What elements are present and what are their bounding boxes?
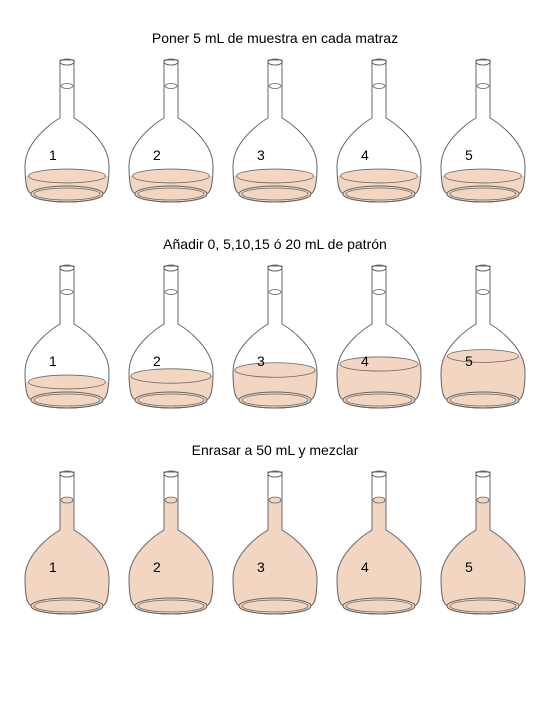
flask-label: 3 [257, 147, 265, 163]
flask-label: 4 [361, 147, 369, 163]
row-caption: Añadir 0, 5,10,15 ó 20 mL de patrón [20, 236, 530, 252]
flask: 3 [228, 264, 322, 414]
flask-row: 1 2 3 4 5 [20, 58, 530, 208]
flask: 2 [124, 264, 218, 414]
flask: 2 [124, 470, 218, 620]
flask-label: 5 [465, 147, 473, 163]
flask-label: 3 [257, 353, 265, 369]
flask: 4 [332, 58, 426, 208]
flask: 1 [20, 264, 114, 414]
flask-row: 1 2 3 4 5 [20, 470, 530, 620]
flask: 5 [436, 58, 530, 208]
row-caption: Enrasar a 50 mL y mezclar [20, 442, 530, 458]
row-caption: Poner 5 mL de muestra en cada matraz [20, 30, 530, 46]
flask: 3 [228, 58, 322, 208]
flask-label: 3 [257, 559, 265, 575]
flask-label: 4 [361, 353, 369, 369]
flask-label: 1 [49, 147, 57, 163]
flask: 1 [20, 58, 114, 208]
flask: 2 [124, 58, 218, 208]
flask-label: 4 [361, 559, 369, 575]
flask: 5 [436, 470, 530, 620]
flask: 4 [332, 470, 426, 620]
flask-label: 1 [49, 559, 57, 575]
flask: 1 [20, 470, 114, 620]
flask-label: 2 [153, 353, 161, 369]
flask: 4 [332, 264, 426, 414]
flask-label: 1 [49, 353, 57, 369]
flask: 5 [436, 264, 530, 414]
flask-label: 5 [465, 559, 473, 575]
flask-label: 2 [153, 147, 161, 163]
flask-label: 5 [465, 353, 473, 369]
flask: 3 [228, 470, 322, 620]
flask-label: 2 [153, 559, 161, 575]
flask-row: 1 2 3 4 5 [20, 264, 530, 414]
flask-diagram: Poner 5 mL de muestra en cada matraz 1 2 3 4… [20, 30, 530, 620]
